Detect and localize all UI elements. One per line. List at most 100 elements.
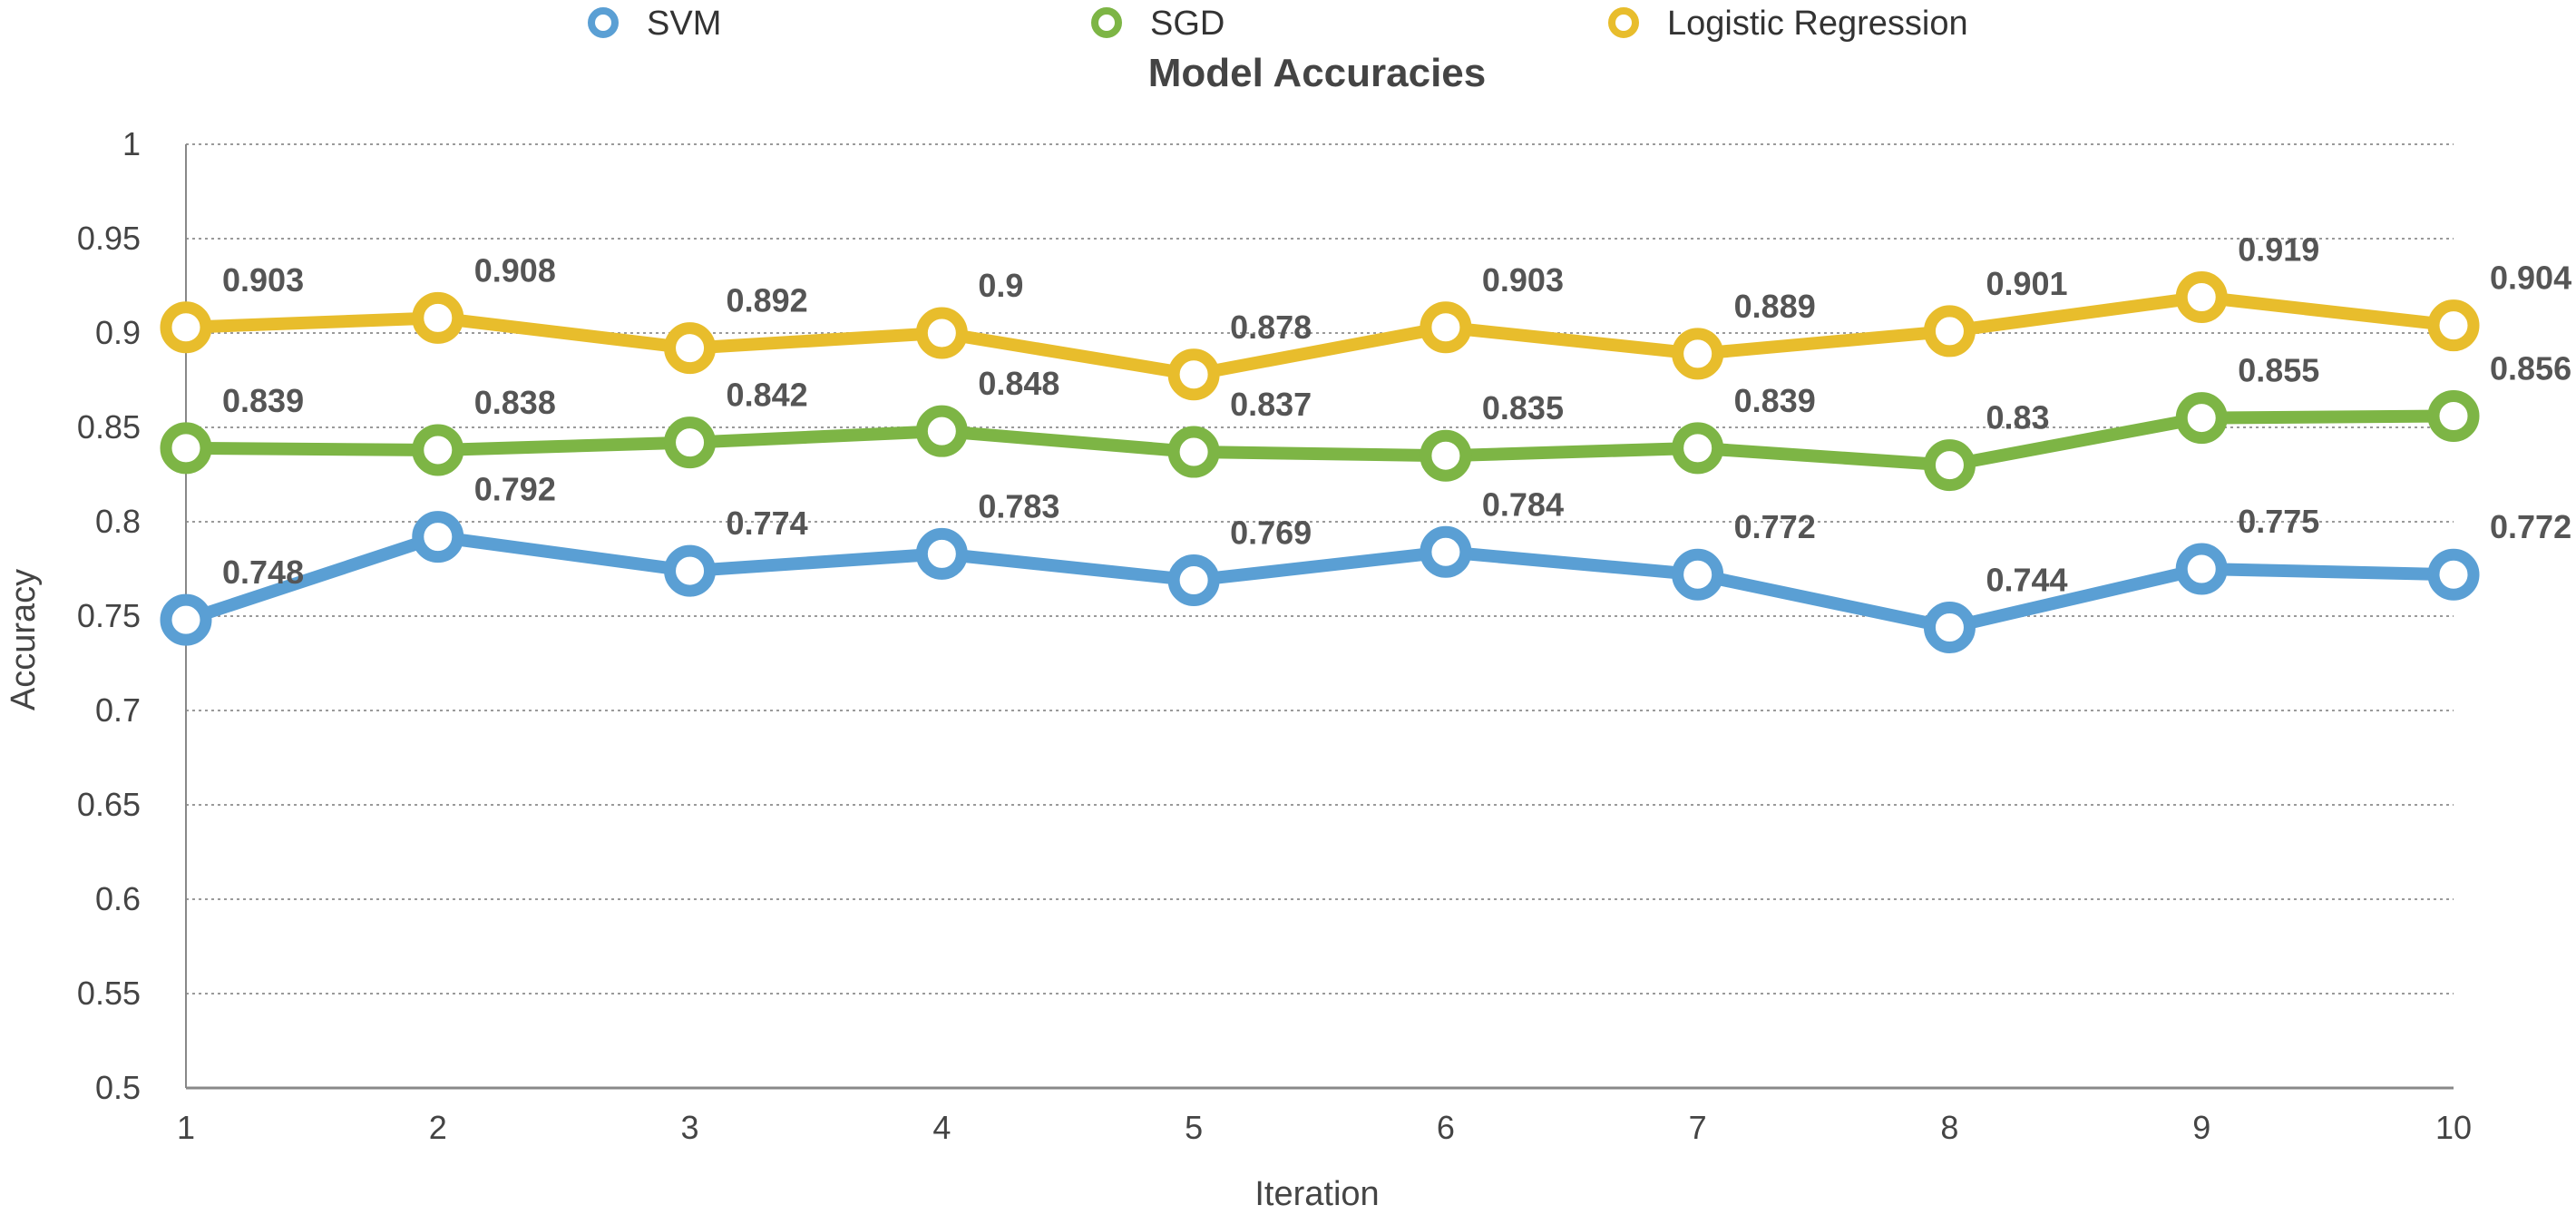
data-point-sgd [1923, 439, 1976, 492]
legend-label: SVM [647, 5, 721, 43]
data-point-logistic-regression [160, 301, 212, 354]
data-label-sgd: 0.83 [1986, 399, 2049, 436]
data-point-logistic-regression [412, 291, 464, 344]
data-labels: 0.748 0.792 0.774 0.783 0.769 0.784 0.772 0.744… [222, 230, 2571, 598]
data-point-sgd [664, 416, 717, 469]
data-label-svm: 0.744 [1986, 561, 2067, 598]
data-label-sgd: 0.839 [222, 382, 304, 419]
legend-label: SGD [1150, 5, 1225, 43]
x-tick-label: 9 [2192, 1109, 2210, 1146]
data-label-logistic-regression: 0.919 [2238, 230, 2319, 268]
data-point-logistic-regression [664, 322, 717, 375]
data-point-logistic-regression [2427, 299, 2480, 352]
data-point-logistic-regression [1923, 305, 1976, 358]
x-tick-label: 1 [177, 1109, 195, 1146]
data-point-logistic-regression [1420, 301, 1472, 354]
data-label-svm: 0.792 [474, 471, 556, 508]
data-point-logistic-regression [915, 307, 968, 359]
y-tick-label: 0.95 [77, 220, 141, 257]
x-tick-label: 3 [681, 1109, 699, 1146]
data-label-logistic-regression: 0.903 [1482, 261, 1564, 299]
data-label-sgd: 0.835 [1482, 389, 1564, 426]
data-point-svm [2175, 543, 2228, 595]
x-tick-label: 2 [429, 1109, 447, 1146]
data-label-logistic-regression: 0.892 [727, 282, 808, 319]
legend: SVM SGD Logistic Regression [588, 5, 1968, 43]
legend-item-sgd: SGD [1091, 5, 1225, 43]
y-tick-label: 0.65 [77, 786, 141, 823]
data-point-svm [1420, 525, 1472, 578]
data-point-sgd [1672, 422, 1724, 475]
data-point-svm [664, 544, 717, 597]
data-label-svm: 0.772 [2490, 508, 2571, 545]
x-tick-label: 5 [1185, 1109, 1203, 1146]
data-point-svm [2427, 548, 2480, 601]
y-tick-label: 0.9 [95, 314, 141, 351]
x-tick-label: 4 [932, 1109, 951, 1146]
series-line-logistic-regression [180, 290, 2460, 381]
data-label-logistic-regression: 0.908 [474, 251, 556, 289]
legend-marker-icon [1091, 7, 1122, 38]
y-tick-label: 0.6 [95, 880, 141, 917]
data-point-sgd [412, 424, 464, 476]
data-point-sgd [1420, 429, 1472, 482]
y-tick-label: 0.55 [77, 975, 141, 1012]
series-line-svm [180, 530, 2460, 634]
data-point-logistic-regression [1167, 348, 1220, 401]
data-label-sgd: 0.842 [727, 377, 808, 414]
data-label-logistic-regression: 0.878 [1230, 309, 1312, 346]
data-label-svm: 0.772 [1734, 508, 1816, 545]
y-axis-title: Accuracy [5, 569, 43, 710]
data-label-logistic-regression: 0.901 [1986, 265, 2067, 302]
series-lines [160, 270, 2480, 653]
x-tick-label: 6 [1437, 1109, 1455, 1146]
data-label-sgd: 0.848 [978, 365, 1059, 402]
data-point-sgd [915, 405, 968, 457]
data-point-svm [1167, 554, 1220, 606]
data-label-logistic-regression: 0.9 [978, 267, 1023, 304]
data-point-sgd [2175, 392, 2228, 445]
data-point-sgd [160, 422, 212, 475]
data-point-svm [1923, 601, 1976, 653]
data-label-svm: 0.775 [2238, 503, 2319, 540]
data-point-svm [412, 511, 464, 563]
data-label-svm: 0.783 [978, 487, 1059, 524]
data-label-logistic-regression: 0.904 [2490, 260, 2571, 297]
x-tick-label: 10 [2435, 1109, 2472, 1146]
data-point-sgd [2427, 390, 2480, 443]
data-label-sgd: 0.839 [1734, 382, 1816, 419]
legend-marker-icon [1608, 7, 1639, 38]
y-tick-label: 0.75 [77, 597, 141, 634]
data-point-svm [160, 593, 212, 646]
y-tick-label: 0.5 [95, 1069, 141, 1106]
data-point-logistic-regression [2175, 270, 2228, 323]
data-label-sgd: 0.856 [2490, 350, 2571, 387]
data-point-sgd [1167, 426, 1220, 478]
data-label-sgd: 0.837 [1230, 386, 1312, 423]
data-point-logistic-regression [1672, 328, 1724, 380]
data-label-svm: 0.769 [1230, 514, 1312, 551]
data-label-svm: 0.784 [1482, 485, 1564, 523]
y-tick-label: 0.8 [95, 503, 141, 540]
data-label-sgd: 0.855 [2238, 352, 2319, 389]
legend-marker-icon [588, 7, 619, 38]
data-point-svm [1672, 548, 1724, 601]
legend-item-svm: SVM [588, 5, 721, 43]
data-label-svm: 0.774 [727, 505, 808, 542]
data-label-logistic-regression: 0.903 [222, 261, 304, 299]
x-tick-label: 8 [1940, 1109, 1958, 1146]
data-label-sgd: 0.838 [474, 384, 556, 421]
chart-title: Model Accuracies [1148, 51, 1487, 95]
y-tick-label: 0.7 [95, 691, 141, 729]
data-label-svm: 0.748 [222, 554, 304, 591]
x-tick-label: 7 [1689, 1109, 1707, 1146]
series-line-sgd [180, 409, 2460, 472]
data-label-logistic-regression: 0.889 [1734, 288, 1816, 325]
y-tick-label: 0.85 [77, 408, 141, 446]
data-point-svm [915, 527, 968, 580]
y-tick-label: 1 [122, 125, 141, 162]
legend-label: Logistic Regression [1667, 5, 1968, 43]
